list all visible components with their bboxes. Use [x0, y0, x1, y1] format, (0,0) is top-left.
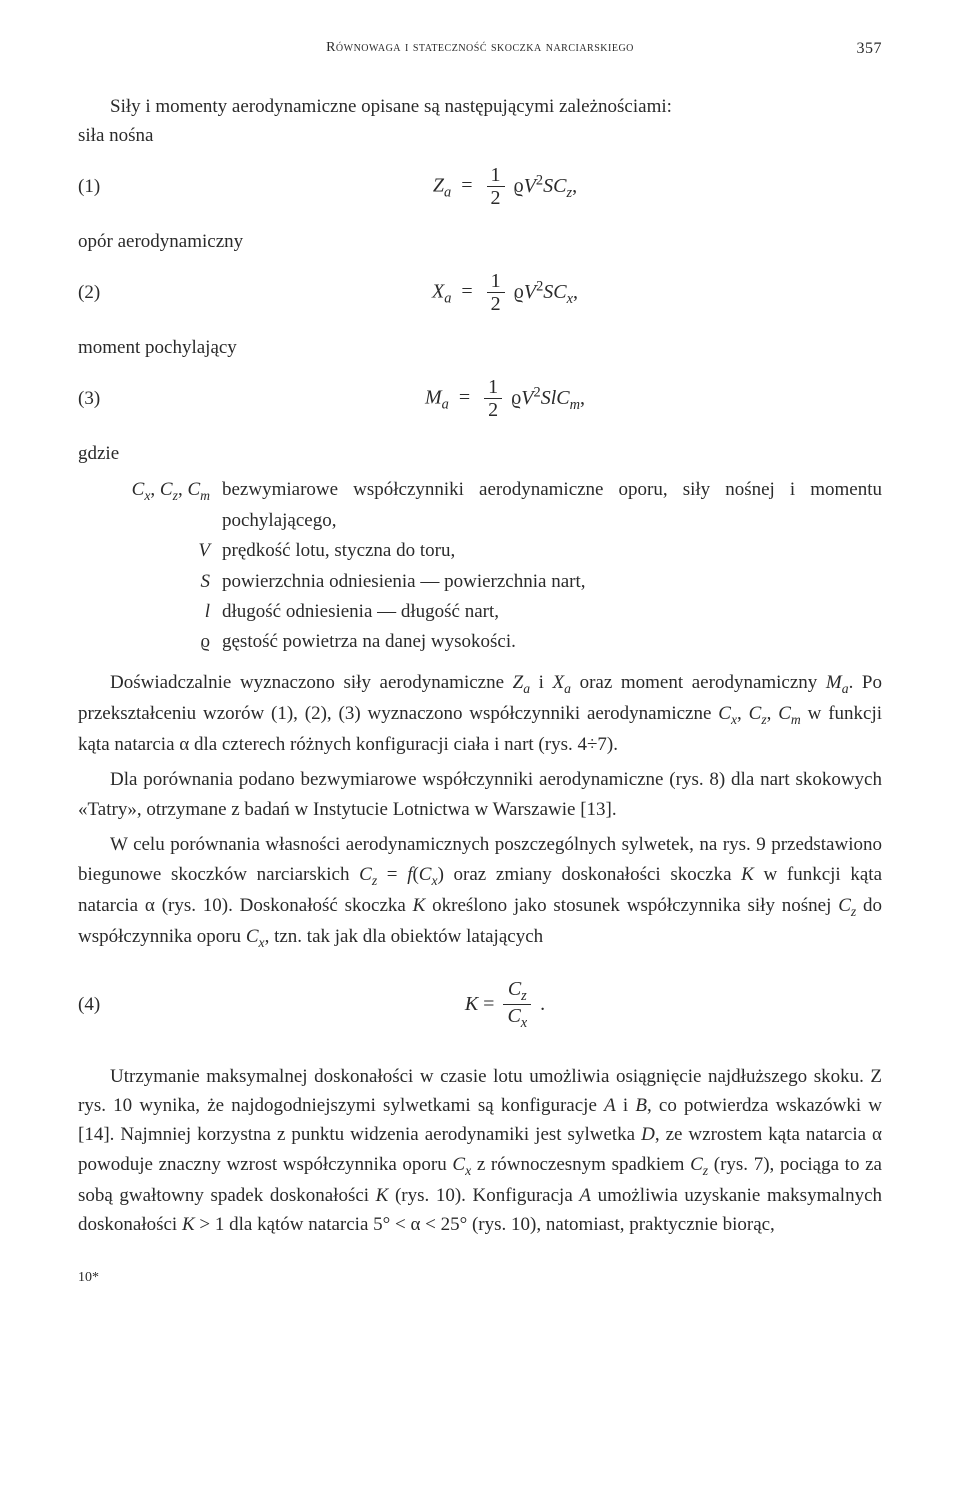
equation-2-tag: (2) [78, 282, 128, 304]
definition-text: powierzchnia odniesienia — powierzchnia … [222, 567, 882, 597]
definition-row: Spowierzchnia odniesienia — powierzchnia… [78, 567, 882, 597]
definition-symbol: l [78, 597, 222, 627]
paragraph-1: Doświadczalnie wyznaczono siły aerodynam… [78, 668, 882, 759]
equation-4: (4) K = Cz Cx . [78, 979, 882, 1032]
equation-3-tail: ϱV2SlCm, [511, 387, 585, 409]
definition-symbol: Cx, Cz, Cm [78, 475, 222, 536]
label-opor: opór aerodynamiczny [78, 231, 882, 253]
equation-1-tag: (1) [78, 176, 128, 198]
page-number: 357 [857, 40, 883, 58]
paragraph-4: Utrzymanie maksymalnej doskonałości w cz… [78, 1062, 882, 1240]
definition-row: Cx, Cz, Cmbezwymiarowe współczynniki aer… [78, 475, 882, 536]
equation-2-body: Xa = 1 2 ϱV2SCx, [128, 271, 882, 315]
equation-4-body: K = Cz Cx . [128, 979, 882, 1032]
paragraph-2: Dla porównania podano bezwymiarowe współ… [78, 765, 882, 824]
intro-line-2: siła nośna [78, 125, 882, 147]
footer-mark: 10* [78, 1270, 882, 1286]
definition-text: bezwymiarowe współczynniki aerodynamiczn… [222, 475, 882, 536]
definition-symbol: ϱ [78, 627, 222, 657]
page: Równowaga i stateczność skoczka narciars… [0, 0, 960, 1336]
definition-symbol: V [78, 536, 222, 566]
definitions-list: Cx, Cz, Cmbezwymiarowe współczynniki aer… [78, 475, 882, 657]
definition-row: Vprędkość lotu, styczna do toru, [78, 536, 882, 566]
intro-line-1: Siły i momenty aerodynamiczne opisane są… [78, 92, 882, 121]
definition-text: prędkość lotu, styczna do toru, [222, 536, 882, 566]
definition-row: ϱgęstość powietrza na danej wysokości. [78, 627, 882, 657]
definition-text: gęstość powietrza na danej wysokości. [222, 627, 882, 657]
definition-row: ldługość odniesienia — długość nart, [78, 597, 882, 627]
equation-1-tail: ϱV2SCz, [514, 175, 578, 197]
definition-text: długość odniesienia — długość nart, [222, 597, 882, 627]
equation-1-body: Za = 1 2 ϱV2SCz, [128, 165, 882, 209]
equation-1: (1) Za = 1 2 ϱV2SCz, [78, 165, 882, 209]
defs-header: gdzie [78, 443, 882, 465]
equation-3-body: Ma = 1 2 ϱV2SlCm, [128, 377, 882, 421]
equation-2-tail: ϱV2SCx, [514, 281, 578, 303]
equation-3: (3) Ma = 1 2 ϱV2SlCm, [78, 377, 882, 421]
running-head-text: Równowaga i stateczność skoczka narciars… [326, 40, 634, 55]
definition-symbol: S [78, 567, 222, 597]
equation-4-tag: (4) [78, 994, 128, 1016]
equation-2: (2) Xa = 1 2 ϱV2SCx, [78, 271, 882, 315]
running-head: Równowaga i stateczność skoczka narciars… [78, 40, 882, 56]
paragraph-3: W celu porównania własności aerodynamicz… [78, 830, 882, 952]
equation-3-tag: (3) [78, 388, 128, 410]
label-moment: moment pochylający [78, 337, 882, 359]
